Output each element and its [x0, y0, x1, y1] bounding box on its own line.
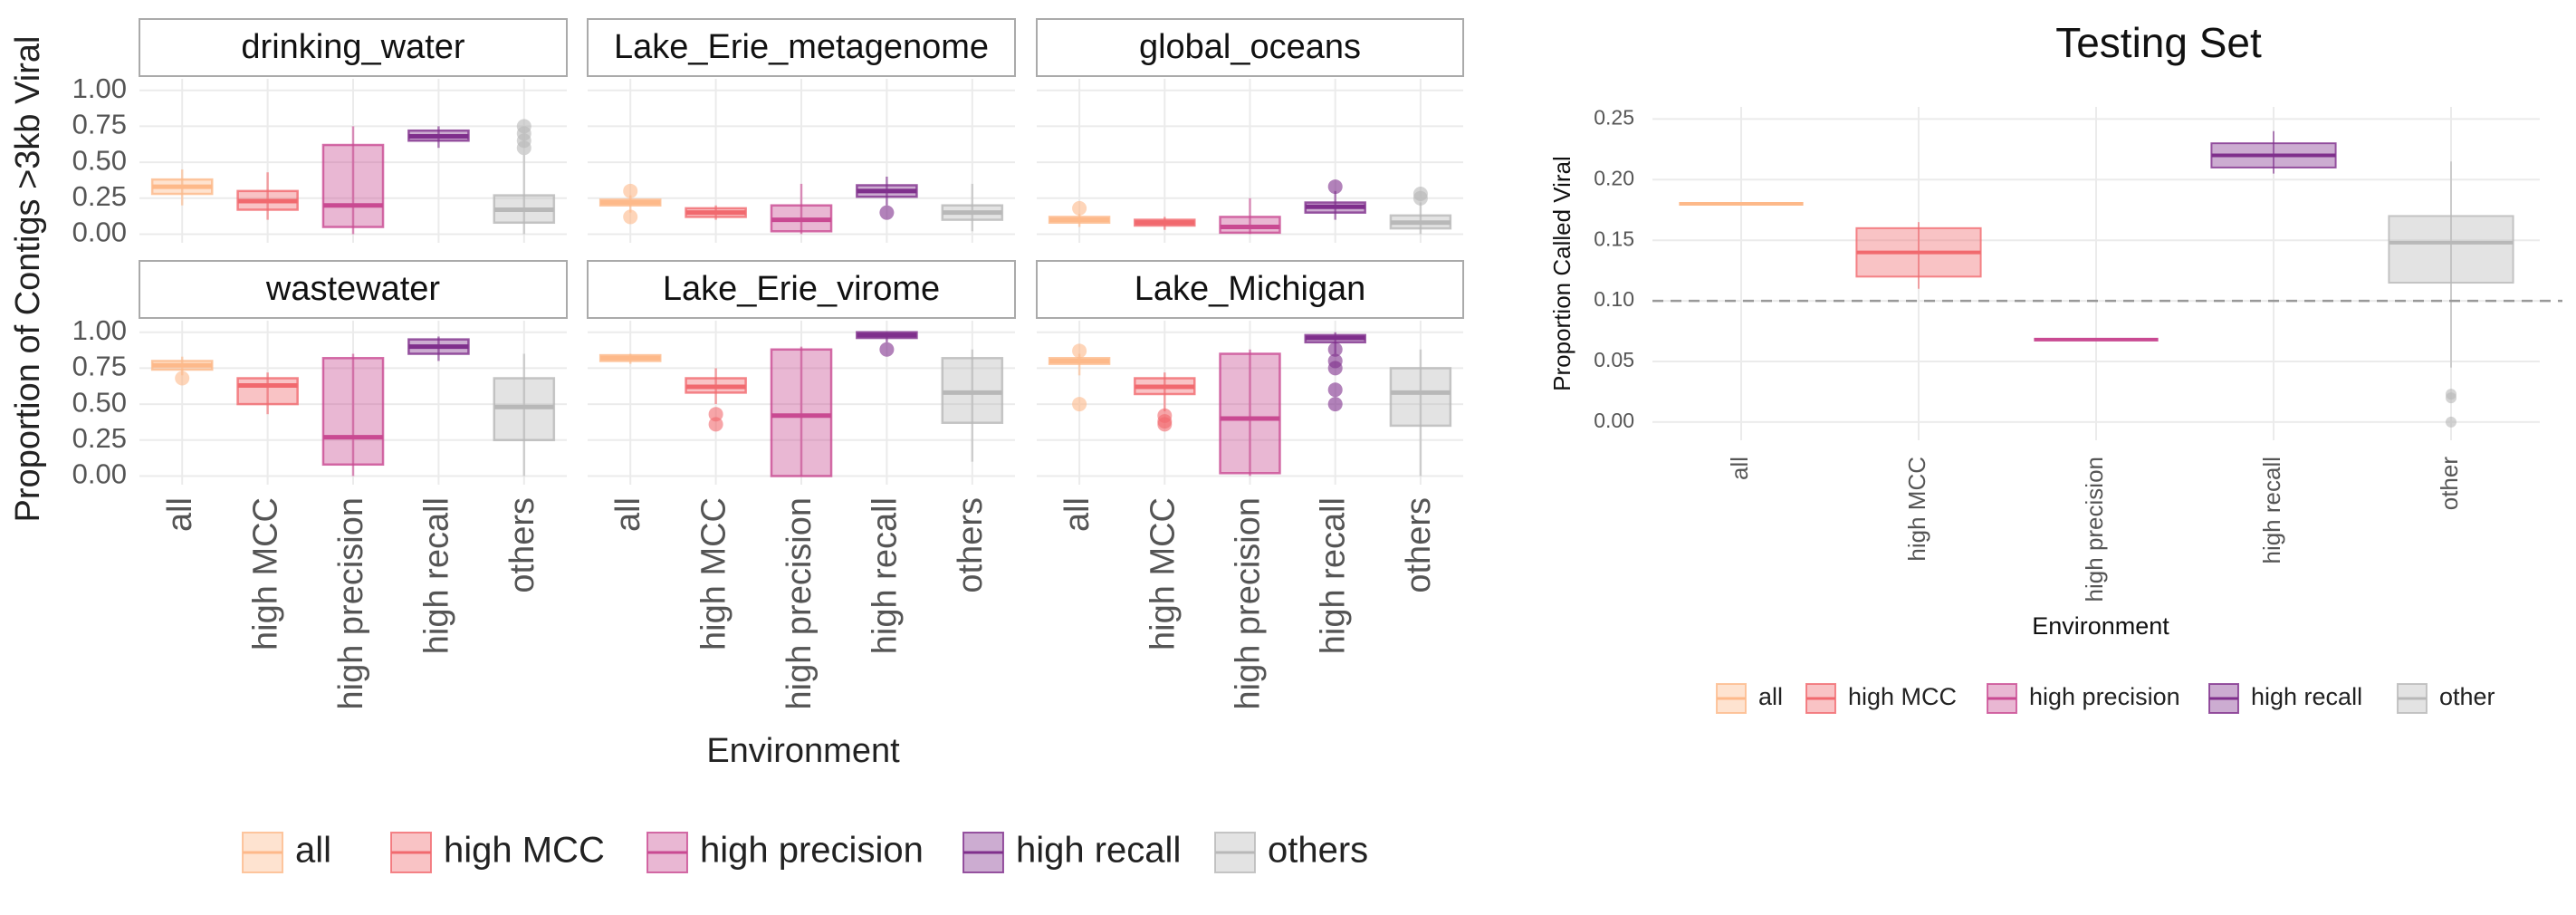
- strip: [587, 18, 1016, 77]
- outlier: [516, 119, 531, 134]
- outlier: [1327, 382, 1343, 398]
- x-tick-label: high precision: [332, 497, 370, 709]
- y-axis-label: Proportion Called Viral: [1548, 156, 1575, 391]
- legend-label: high MCC: [1848, 683, 1957, 710]
- y-tick-label: 0.00: [72, 217, 127, 248]
- facet-title: Lake_Michigan: [1135, 270, 1366, 308]
- y-axis-label: Proportion of Contigs >3kb Viral: [9, 36, 47, 523]
- outlier: [1072, 397, 1087, 412]
- y-tick-label: 0.00: [72, 458, 127, 490]
- outlier: [623, 209, 638, 225]
- y-tick-label: 0.15: [1594, 226, 1634, 250]
- facet-title: wastewater: [265, 270, 441, 308]
- outlier: [1412, 187, 1428, 202]
- x-tick-label: all: [609, 497, 647, 532]
- outlier: [708, 407, 723, 422]
- outlier: [2446, 416, 2456, 428]
- outlier: [1327, 397, 1343, 412]
- outlier: [708, 417, 723, 432]
- x-tick-label: high MCC: [1144, 497, 1182, 650]
- x-tick-label: all: [1726, 457, 1753, 480]
- chart-title: Testing Set: [2055, 19, 2262, 66]
- strip: [139, 260, 568, 319]
- strip: [139, 18, 568, 77]
- y-tick-label: 0.50: [72, 144, 127, 176]
- x-tick-label: high precision: [2081, 457, 2108, 602]
- legend-label: high recall: [1016, 831, 1181, 871]
- y-tick-label: 0.25: [72, 180, 127, 212]
- y-tick-label: 0.05: [1594, 348, 1634, 371]
- x-tick-label: high MCC: [695, 497, 733, 650]
- x-axis-label: Environment: [706, 732, 900, 770]
- x-tick-label: high MCC: [1903, 457, 1930, 562]
- outlier: [1327, 361, 1343, 376]
- legend-label: high MCC: [444, 831, 605, 871]
- box: [1219, 352, 1281, 475]
- y-tick-label: 0.10: [1594, 287, 1634, 311]
- box: [770, 348, 833, 477]
- box: [321, 143, 385, 228]
- legend-label: high precision: [700, 831, 924, 871]
- x-tick-label: all: [1058, 497, 1096, 532]
- legend-label: other: [2439, 683, 2495, 710]
- outlier: [623, 183, 638, 198]
- outlier: [2446, 392, 2456, 404]
- box: [2388, 215, 2514, 284]
- x-tick-label: others: [503, 497, 541, 593]
- x-axis-label: Environment: [2032, 612, 2169, 640]
- facet-title: global_oceans: [1139, 28, 1361, 66]
- legend-label: high recall: [2251, 683, 2362, 710]
- x-tick-label: others: [1400, 497, 1438, 593]
- x-tick-label: high recall: [2258, 457, 2285, 564]
- x-tick-label: high recall: [1315, 497, 1353, 654]
- x-tick-label: high precision: [1230, 497, 1268, 709]
- outlier: [1072, 343, 1087, 359]
- legend-label: all: [1758, 683, 1783, 710]
- outlier: [879, 342, 895, 357]
- outlier: [175, 371, 190, 386]
- x-tick-label: others: [952, 497, 990, 593]
- outlier: [1072, 200, 1087, 216]
- y-tick-label: 0.00: [1594, 409, 1634, 432]
- legend-label: others: [1268, 831, 1368, 871]
- x-tick-label: other: [2436, 457, 2463, 511]
- facet-title: Lake_Erie_metagenome: [614, 28, 989, 66]
- box: [321, 357, 385, 467]
- y-tick-label: 1.00: [72, 72, 127, 104]
- y-tick-label: 0.75: [72, 351, 127, 382]
- x-tick-label: high MCC: [247, 497, 285, 650]
- y-tick-label: 1.00: [72, 314, 127, 346]
- y-tick-label: 0.20: [1594, 166, 1634, 189]
- facet-title: Lake_Erie_virome: [663, 270, 940, 308]
- outlier: [879, 205, 895, 220]
- y-tick-label: 0.25: [1594, 105, 1634, 129]
- outlier: [1327, 342, 1343, 357]
- legend-label: all: [295, 831, 331, 871]
- facet-title: drinking_water: [241, 28, 464, 66]
- strip: [1036, 260, 1464, 319]
- legend-label: high precision: [2029, 683, 2180, 710]
- x-tick-label: high recall: [417, 497, 455, 654]
- y-tick-label: 0.50: [72, 386, 127, 418]
- outlier: [1157, 417, 1173, 432]
- x-tick-label: all: [161, 497, 199, 532]
- x-tick-label: high recall: [866, 497, 904, 654]
- strip: [1036, 18, 1464, 77]
- x-tick-label: high precision: [780, 497, 819, 709]
- box: [1389, 367, 1452, 428]
- outlier: [1327, 179, 1343, 195]
- strip: [587, 260, 1016, 319]
- box: [236, 377, 299, 406]
- y-tick-label: 0.75: [72, 109, 127, 140]
- y-tick-label: 0.25: [72, 422, 127, 454]
